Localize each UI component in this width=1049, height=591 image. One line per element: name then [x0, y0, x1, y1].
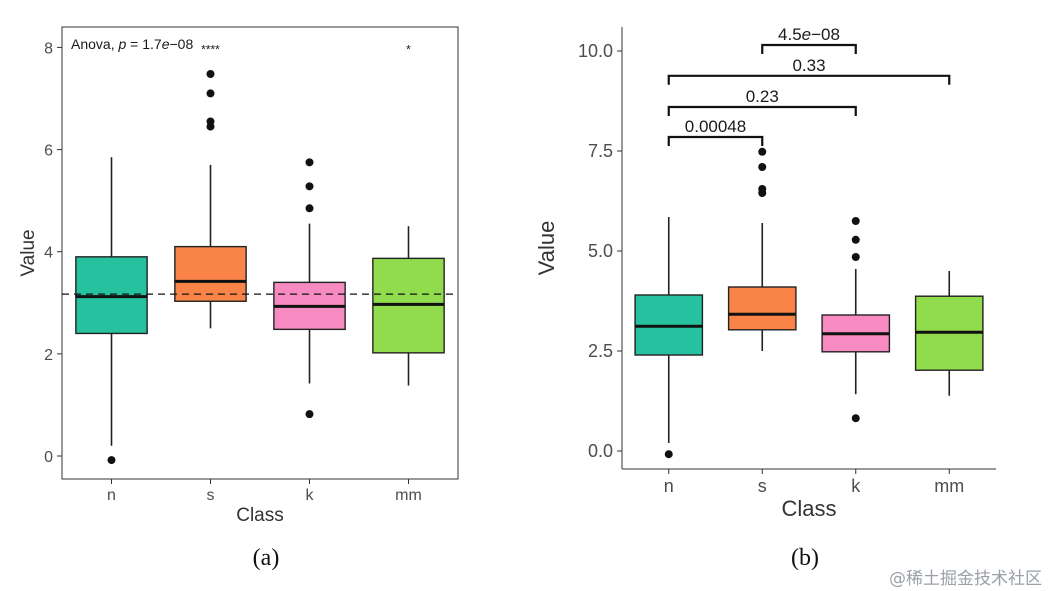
x-tick-label: mm	[934, 476, 964, 496]
panel-b-boxplot: 0.02.55.07.510.0n s k mmClassValue0.000480.…	[534, 25, 996, 521]
bracket-line	[667, 135, 764, 146]
y-tick-label: 2.5	[588, 341, 613, 361]
outlier-point	[305, 158, 314, 167]
bracket-line	[667, 105, 857, 116]
box-s	[727, 147, 797, 351]
y-tick-label: 8	[44, 40, 53, 57]
comparison-bracket: 0.33	[667, 56, 951, 85]
y-tick-label: 10.0	[578, 41, 613, 61]
caption-b: (b)	[791, 545, 819, 571]
box-n	[75, 157, 148, 465]
x-tick-label: n	[664, 476, 674, 496]
x-axis-title: Class	[236, 505, 284, 526]
y-tick-label: 5.0	[588, 241, 613, 261]
comparison-p-value: 0.33	[792, 56, 825, 75]
x-tick-label: k	[306, 487, 315, 504]
y-tick-label: 0	[44, 449, 53, 466]
y-axis-title: Value	[534, 221, 559, 276]
x-tick-label: k	[851, 476, 861, 496]
x-tick-label: s	[758, 476, 767, 496]
y-tick-label: 2	[44, 347, 53, 364]
outlier-point	[305, 182, 314, 191]
y-tick-label: 4	[44, 245, 53, 262]
outlier-point	[305, 410, 314, 419]
y-tick-label: 0.0	[588, 441, 613, 461]
outlier-point	[758, 185, 767, 193]
bracket-line	[667, 74, 951, 85]
box-mm	[372, 226, 445, 386]
outlier-point	[305, 204, 314, 213]
watermark: @稀土掘金技术社区	[889, 569, 1042, 589]
outlier-point	[206, 89, 215, 98]
box-k	[821, 217, 891, 423]
outlier-point	[758, 147, 767, 156]
comparison-p-value: 0.23	[746, 87, 779, 106]
box-n	[634, 217, 704, 459]
outlier-point	[851, 217, 860, 225]
y-tick-label: 7.5	[588, 141, 613, 161]
x-tick-label: mm	[395, 487, 422, 504]
anova-annotation: Anova, p = 1.7e−08	[71, 36, 193, 52]
x-tick-label: n	[107, 487, 116, 504]
caption-a: (a)	[253, 545, 280, 571]
box-k	[273, 158, 346, 419]
outlier-point	[664, 450, 673, 459]
comparison-p-value: 4.5e−08	[778, 25, 840, 44]
outlier-point	[107, 456, 116, 465]
significance-label: ****	[201, 42, 220, 56]
comparison-p-value: 0.00048	[685, 117, 746, 136]
bracket-line	[761, 43, 857, 54]
outlier-point	[851, 235, 860, 244]
box-s	[174, 69, 247, 329]
iqr-box	[727, 286, 797, 331]
iqr-box	[174, 245, 247, 302]
panel-border	[61, 26, 459, 480]
iqr-box	[75, 256, 148, 335]
y-tick-label: 6	[44, 143, 53, 160]
comparison-bracket: 0.23	[667, 87, 857, 116]
outlier-point	[851, 253, 860, 261]
box-mm	[914, 271, 984, 396]
comparison-bracket: 4.5e−08	[761, 25, 857, 54]
x-axis-title: Class	[781, 496, 836, 521]
outlier-point	[758, 163, 767, 171]
outlier-point	[851, 414, 860, 423]
significance-label: *	[406, 42, 411, 56]
y-axis-title: Value	[18, 229, 39, 276]
outlier-point	[206, 117, 215, 126]
outlier-point	[206, 69, 215, 78]
comparison-bracket: 0.00048	[667, 117, 764, 146]
x-tick-label: s	[207, 487, 215, 504]
